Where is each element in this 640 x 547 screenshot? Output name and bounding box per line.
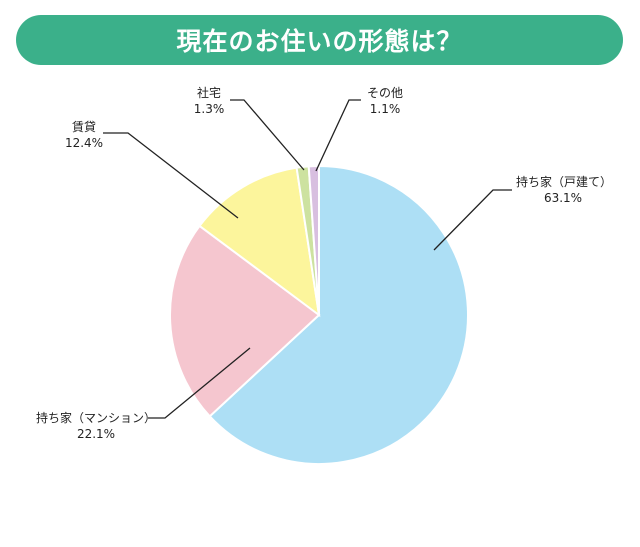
leader-line xyxy=(315,99,361,172)
slice-value-label: 1.3% xyxy=(194,102,225,116)
pie-slice xyxy=(169,224,321,418)
slice-label: 賃貸 xyxy=(72,119,96,134)
pie-slice xyxy=(198,166,321,318)
slice-label: その他 xyxy=(367,86,403,100)
leader-line xyxy=(230,99,305,171)
slice-label: 社宅 xyxy=(197,85,221,100)
leader-line xyxy=(103,132,239,219)
pie-slice xyxy=(208,164,469,465)
chart-title: 現在のお住いの形態は？ xyxy=(176,27,463,56)
slice-value-label: 1.1% xyxy=(370,102,401,116)
slice-label: 持ち家（マンション） xyxy=(36,410,156,425)
leader-line xyxy=(433,189,512,251)
title-banner: 現在のお住いの形態は？ xyxy=(16,15,623,65)
slice-value-label: 22.1% xyxy=(77,427,115,441)
slice-value-label: 12.4% xyxy=(65,136,103,150)
slice-value-label: 63.1% xyxy=(544,191,582,205)
slice-label: 持ち家（戸建て） xyxy=(516,174,612,189)
leader-line xyxy=(148,347,251,419)
